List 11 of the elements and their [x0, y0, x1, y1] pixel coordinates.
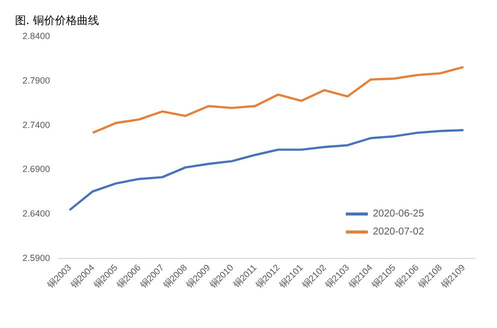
y-tick-label: 2.6900 [22, 164, 50, 174]
line-series [68, 129, 465, 212]
legend-label: 2020-07-02 [372, 226, 424, 238]
y-tick-label: 2.7900 [22, 75, 50, 86]
y-tick-label: 2.6400 [22, 208, 50, 219]
y-tick-label: 2.5900 [22, 253, 50, 263]
y-tick-label: 2.7400 [22, 120, 50, 130]
legend-label: 2020-06-25 [372, 208, 424, 220]
chart-title: 图. 铜价价格曲线 [15, 14, 99, 27]
line-series [92, 66, 465, 134]
y-tick-label: 2.8400 [22, 31, 50, 41]
